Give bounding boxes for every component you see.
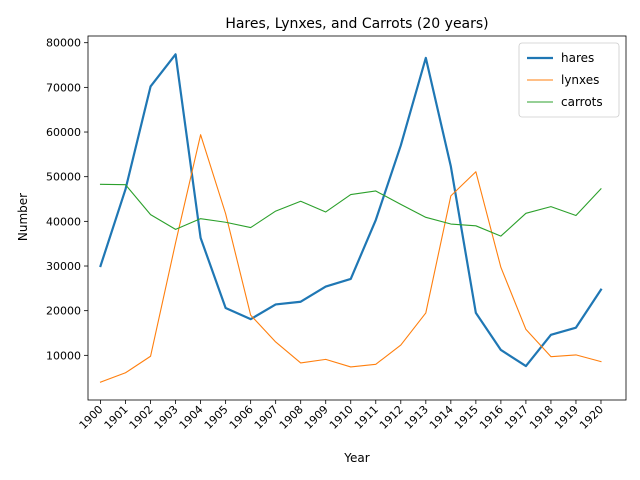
x-tick-label: 1909: [302, 403, 331, 432]
x-tick-label: 1903: [152, 403, 181, 432]
x-tick-label: 1915: [452, 403, 481, 432]
series-line-hares: [99, 53, 603, 368]
x-tick-label: 1908: [277, 403, 306, 432]
y-tick-label: 70000: [46, 81, 81, 94]
legend-box: [518, 42, 620, 118]
x-axis: 1900190119021903190419051906190719081909…: [77, 400, 606, 432]
legend: hares lynxes carrots: [518, 42, 620, 118]
y-tick-label: 10000: [46, 349, 81, 362]
x-tick-label: 1917: [502, 403, 531, 432]
plot-frame: [87, 35, 627, 401]
x-tick-label: 1910: [327, 403, 356, 432]
y-tick-label: 80000: [46, 37, 81, 50]
x-tick-label: 1919: [552, 403, 581, 432]
y-tick-label: 30000: [46, 260, 81, 273]
chart-title: Hares, Lynxes, and Carrots (20 years): [225, 16, 488, 32]
x-tick-label: 1911: [352, 403, 381, 432]
y-tick-label: 20000: [46, 305, 81, 318]
x-tick-label: 1901: [102, 403, 131, 432]
x-axis-label: Year: [343, 451, 369, 465]
x-tick-label: 1920: [577, 403, 606, 432]
x-tick-label: 1913: [402, 403, 431, 432]
plot-lines: [99, 53, 603, 383]
series-line-lynxes: [99, 134, 602, 383]
legend-label-lynxes: lynxes: [561, 73, 599, 87]
x-tick-label: 1904: [177, 403, 206, 432]
y-axis: 10000 20000 30000 40000 50000 60000 70000 80000: [46, 37, 88, 362]
y-axis-label: Number: [16, 193, 30, 241]
legend-label-carrots: carrots: [561, 95, 603, 109]
x-tick-label: 1905: [202, 403, 231, 432]
x-tick-label: 1900: [77, 403, 106, 432]
y-tick-label: 40000: [46, 215, 81, 228]
series-line-carrots: [99, 183, 602, 237]
x-tick-label: 1906: [227, 403, 256, 432]
x-tick-label: 1912: [377, 403, 406, 432]
x-tick-label: 1907: [252, 403, 281, 432]
x-tick-label: 1918: [527, 403, 556, 432]
y-tick-label: 60000: [46, 126, 81, 139]
legend-label-hares: hares: [561, 51, 594, 65]
x-tick-label: 1916: [477, 403, 506, 432]
y-tick-label: 50000: [46, 171, 81, 184]
x-tick-label: 1902: [127, 403, 156, 432]
x-tick-label: 1914: [427, 403, 456, 432]
